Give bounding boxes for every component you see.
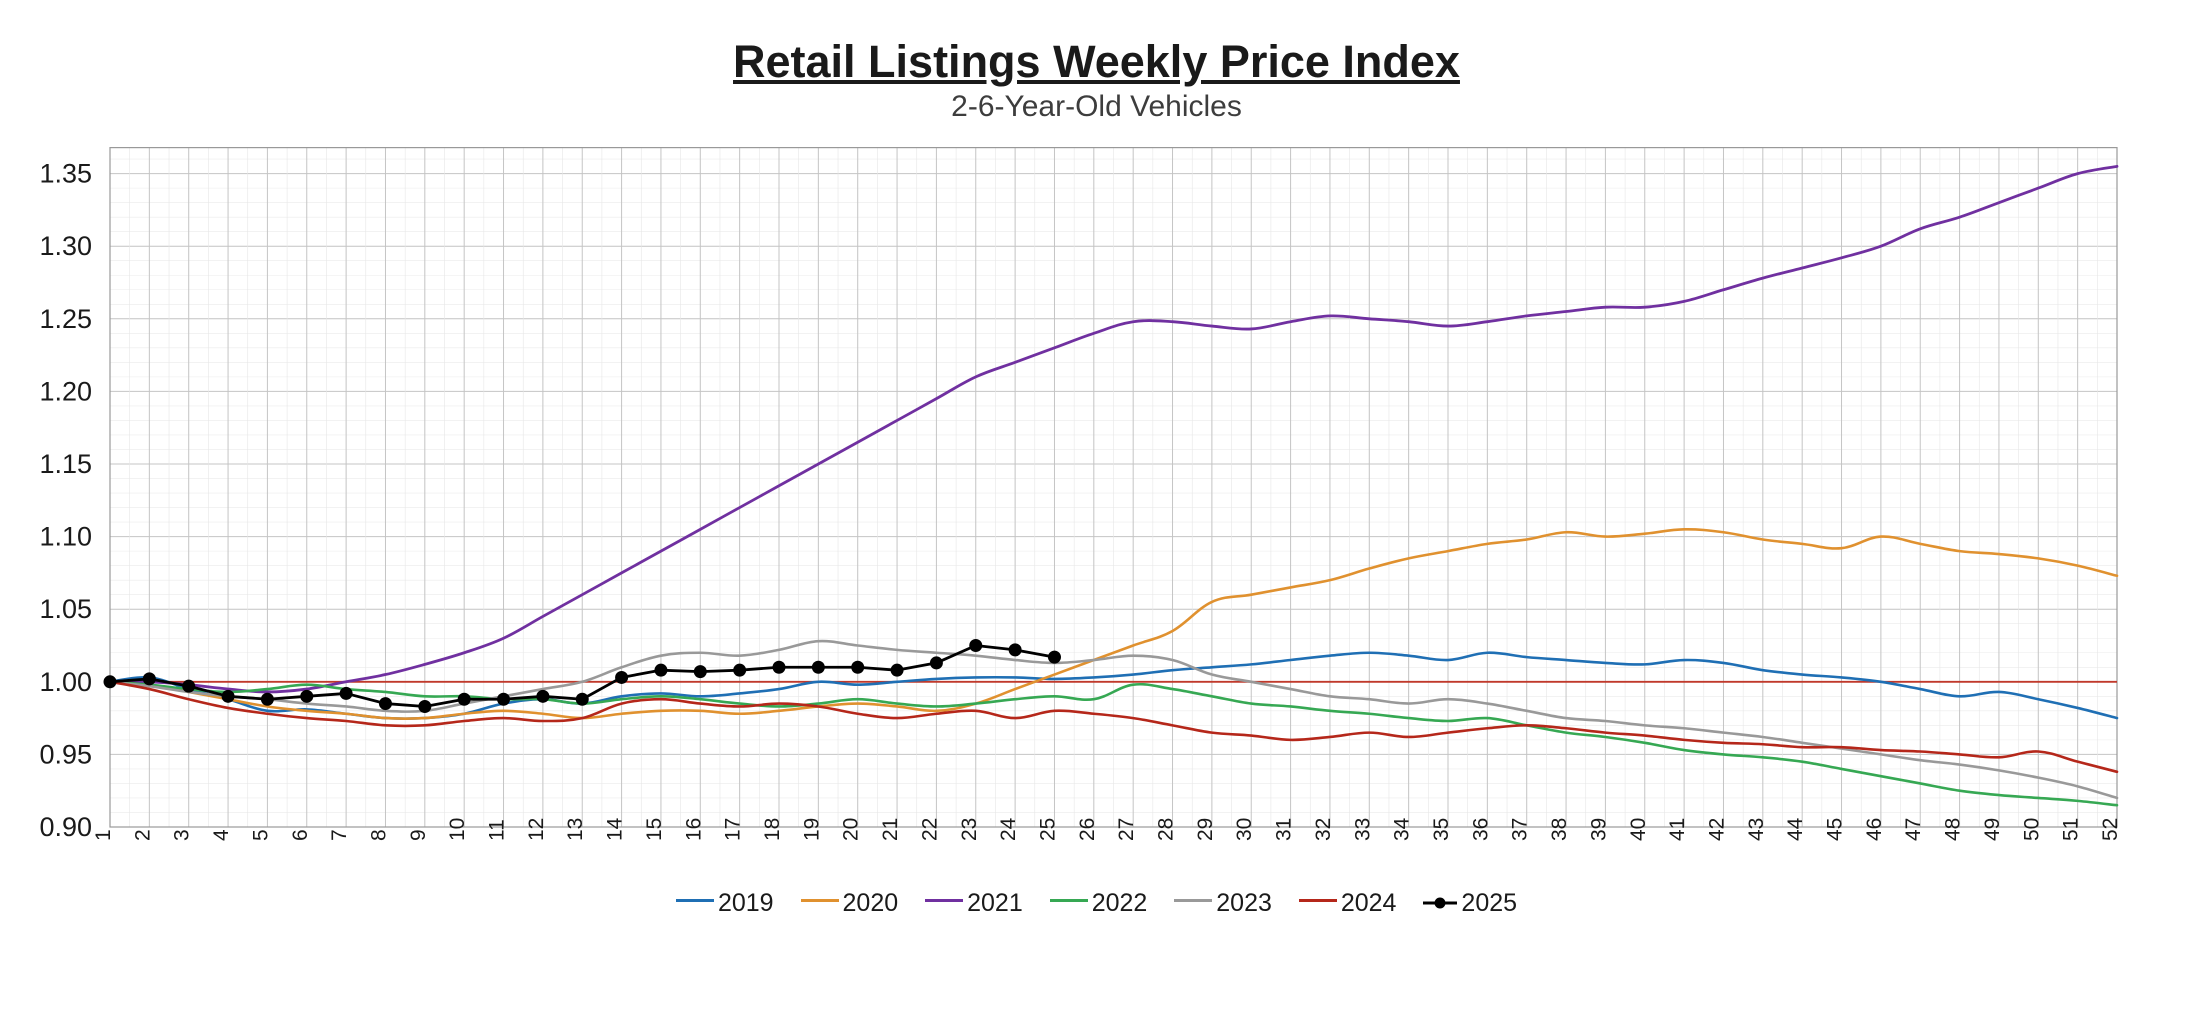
svg-text:40: 40: [1627, 818, 1650, 841]
svg-text:25: 25: [1036, 818, 1059, 841]
svg-text:29: 29: [1194, 818, 1217, 841]
svg-text:28: 28: [1155, 818, 1178, 841]
svg-text:38: 38: [1548, 818, 1571, 841]
svg-text:16: 16: [682, 818, 705, 841]
svg-text:9: 9: [407, 829, 430, 841]
svg-text:1.30: 1.30: [39, 231, 92, 261]
svg-text:2: 2: [131, 829, 154, 841]
svg-text:21: 21: [879, 818, 902, 841]
svg-text:1.05: 1.05: [39, 594, 92, 624]
svg-text:48: 48: [1942, 818, 1965, 841]
svg-text:51: 51: [2060, 818, 2083, 841]
svg-text:1.35: 1.35: [39, 159, 92, 189]
svg-text:26: 26: [1076, 818, 1099, 841]
svg-text:34: 34: [1391, 817, 1414, 841]
svg-text:41: 41: [1666, 818, 1689, 841]
svg-text:20: 20: [840, 818, 863, 841]
svg-text:1.00: 1.00: [39, 667, 92, 697]
svg-text:27: 27: [1115, 818, 1138, 841]
svg-text:6: 6: [289, 829, 312, 841]
svg-text:39: 39: [1587, 818, 1610, 841]
svg-text:35: 35: [1430, 818, 1453, 841]
svg-text:1.20: 1.20: [39, 376, 92, 406]
svg-text:42: 42: [1705, 818, 1728, 841]
svg-text:7: 7: [328, 829, 351, 841]
svg-text:13: 13: [564, 818, 587, 841]
svg-text:33: 33: [1351, 818, 1374, 841]
svg-text:45: 45: [1824, 818, 1847, 841]
svg-text:46: 46: [1863, 818, 1886, 841]
svg-text:52: 52: [2099, 818, 2122, 841]
svg-text:23: 23: [958, 818, 981, 841]
svg-text:5: 5: [249, 829, 272, 841]
svg-text:18: 18: [761, 818, 784, 841]
svg-text:1.25: 1.25: [39, 304, 92, 334]
svg-text:24: 24: [997, 817, 1020, 841]
svg-text:12: 12: [525, 818, 548, 841]
svg-text:8: 8: [367, 829, 390, 841]
svg-text:37: 37: [1509, 818, 1532, 841]
svg-text:10: 10: [446, 818, 469, 841]
svg-text:47: 47: [1902, 818, 1925, 841]
svg-text:50: 50: [2020, 818, 2043, 841]
svg-text:3: 3: [171, 829, 194, 841]
svg-text:1: 1: [92, 829, 115, 841]
svg-text:43: 43: [1745, 818, 1768, 841]
svg-text:0.95: 0.95: [39, 739, 92, 769]
svg-text:0.90: 0.90: [39, 812, 92, 842]
svg-text:17: 17: [722, 818, 745, 841]
svg-text:30: 30: [1233, 818, 1256, 841]
svg-text:15: 15: [643, 818, 666, 841]
svg-text:32: 32: [1312, 818, 1335, 841]
svg-text:1.10: 1.10: [39, 522, 92, 552]
svg-text:22: 22: [918, 818, 941, 841]
svg-text:1.15: 1.15: [39, 449, 92, 479]
svg-text:14: 14: [604, 817, 627, 841]
svg-text:11: 11: [486, 819, 509, 841]
svg-text:4: 4: [210, 829, 233, 841]
svg-text:44: 44: [1784, 817, 1807, 841]
svg-text:36: 36: [1469, 818, 1492, 841]
svg-text:49: 49: [1981, 818, 2004, 841]
svg-text:19: 19: [800, 818, 823, 841]
svg-text:31: 31: [1273, 818, 1296, 841]
